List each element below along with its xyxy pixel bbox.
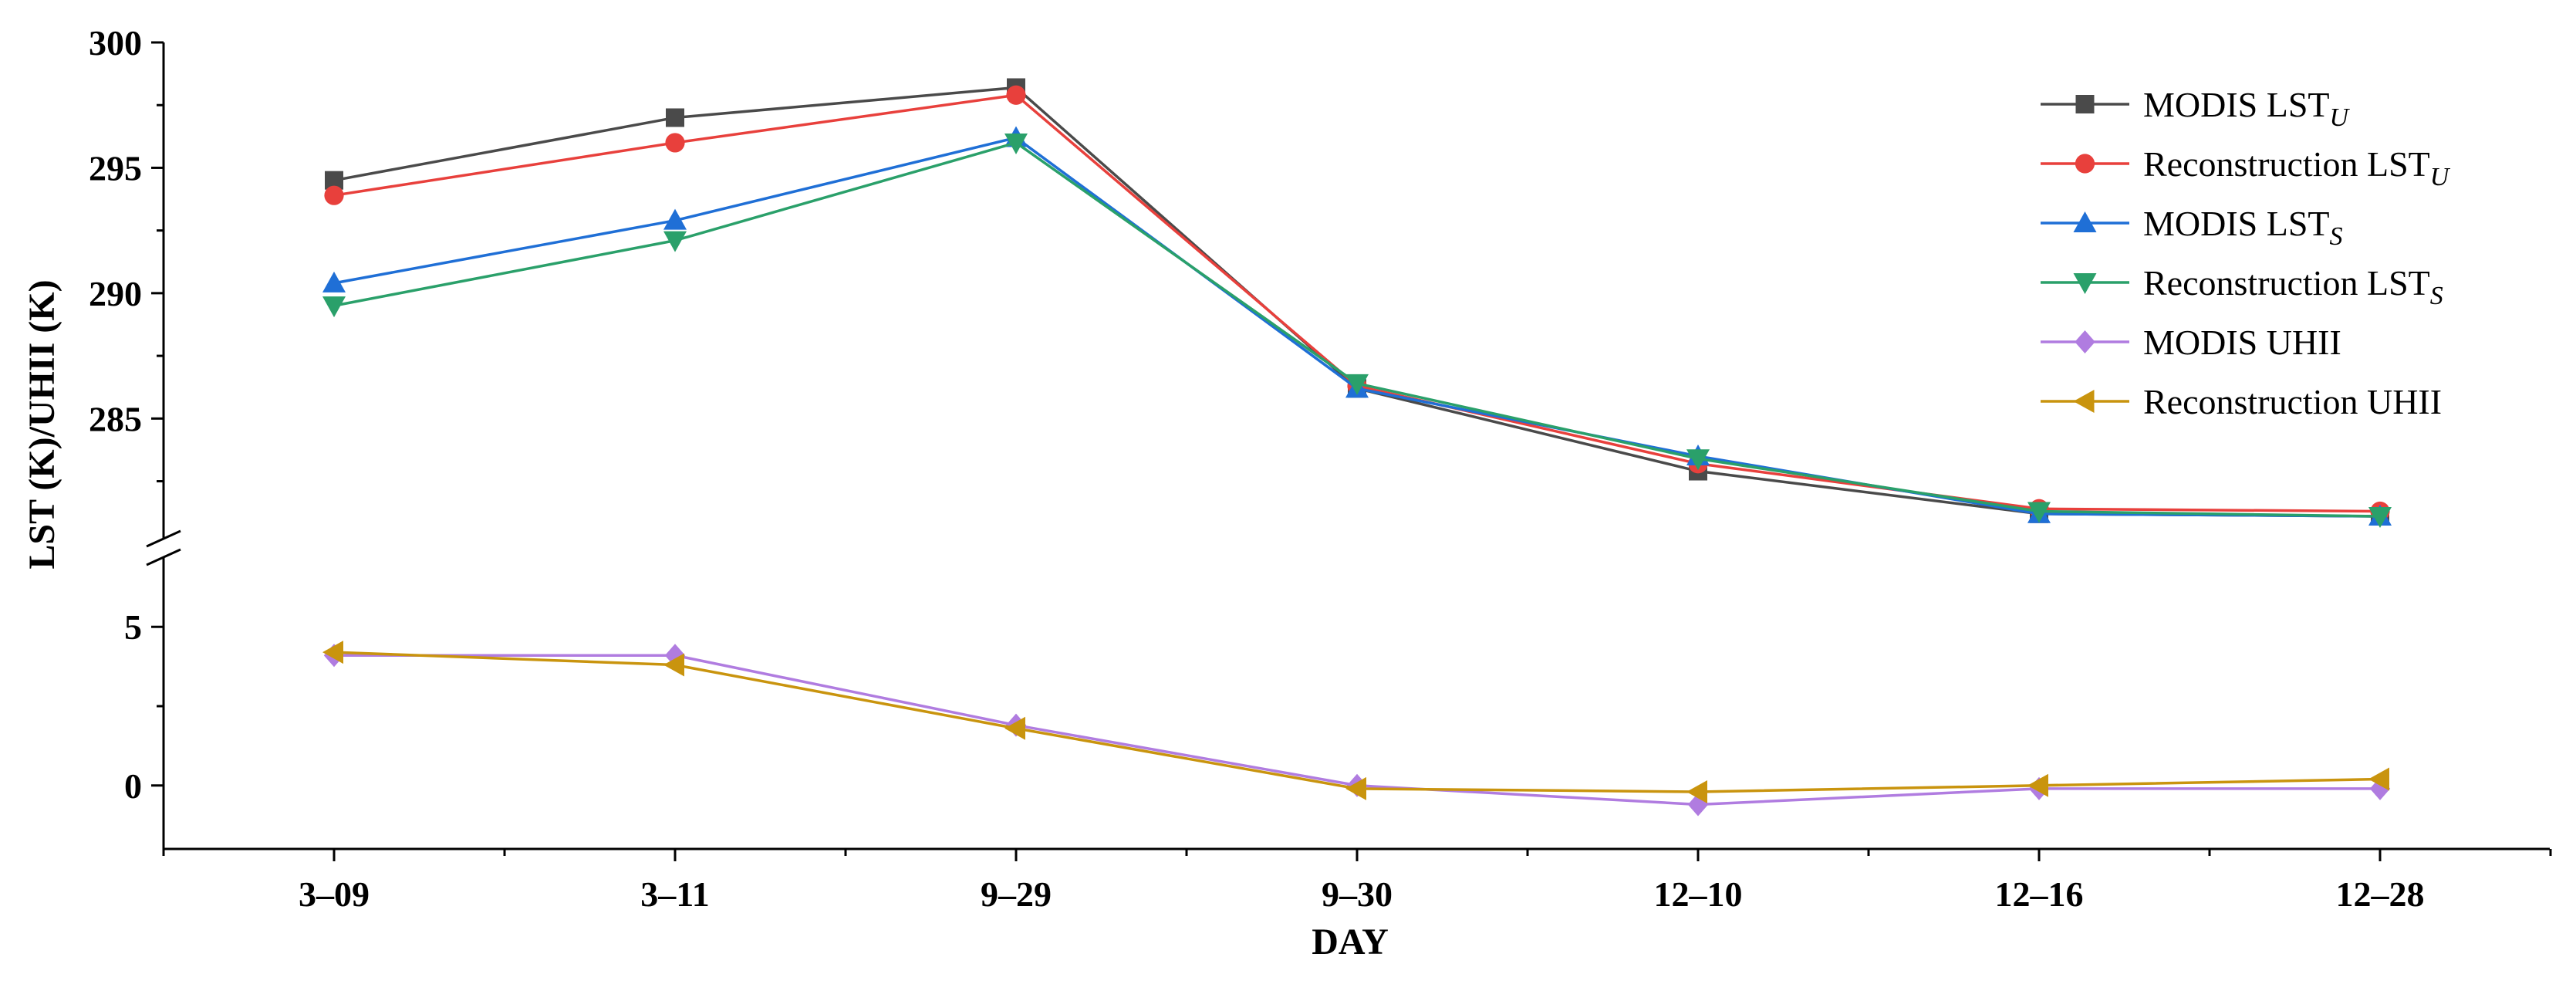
marker-triangle-left (2027, 773, 2048, 797)
marker-triangle-left (1686, 780, 1707, 803)
legend-entry: MODIS LSTS (2041, 204, 2343, 251)
series-1 (325, 78, 2389, 526)
y-tick-label: 285 (89, 399, 142, 438)
legend-entry: Reconstruction LSTS (2041, 263, 2443, 310)
marker-square (2075, 95, 2095, 113)
legend-subscript: U (2430, 163, 2451, 191)
legend: MODIS LSTU Reconstruction LSTU MODIS LSTS R… (2041, 85, 2451, 421)
x-tick-label: 12–10 (1654, 874, 1743, 914)
series-line (333, 93, 2381, 513)
series-line (333, 651, 2381, 793)
marker-triangle-left (1004, 716, 1025, 740)
x-tick-label: 12–16 (1995, 874, 2084, 914)
marker-triangle-left (663, 653, 684, 677)
marker-circle (665, 133, 685, 153)
x-tick-label: 12–28 (2336, 874, 2425, 914)
marker-diamond (2075, 330, 2095, 353)
legend-label: Reconstruction LSTS (2143, 263, 2443, 310)
y-tick-label: 300 (89, 23, 142, 63)
marker-diamond (1687, 793, 1709, 817)
legend-subscript: U (2330, 103, 2351, 132)
marker-circle (2075, 154, 2095, 174)
marker-triangle-left (2073, 390, 2095, 413)
marker-triangle-down (663, 231, 687, 252)
y-axis-title: LST (K)/UHII (K) (22, 279, 62, 569)
marker-triangle-down (1686, 449, 1710, 471)
x-tick-label: 3–09 (299, 874, 370, 914)
marker-triangle-down (2368, 507, 2392, 529)
marker-triangle-up (322, 271, 346, 292)
marker-diamond (2369, 776, 2391, 800)
x-tick-label: 9–29 (981, 874, 1052, 914)
marker-triangle-down (1004, 133, 1028, 154)
marker-triangle-left (322, 641, 343, 664)
legend-entry: Reconstruction LSTU (2041, 144, 2451, 191)
legend-label: MODIS LSTS (2143, 204, 2343, 251)
legend-entry: Reconstruction UHII (2041, 382, 2442, 421)
legend-label: MODIS LSTU (2143, 85, 2351, 132)
marker-triangle-up (2073, 211, 2097, 232)
axis-break-mark (146, 529, 181, 548)
marker-triangle-left (2368, 767, 2389, 791)
legend-subscript: S (2330, 222, 2343, 251)
series-line (333, 86, 2381, 518)
series-line (333, 141, 2381, 518)
legend-subscript: S (2430, 282, 2443, 310)
axis-break-mark (146, 548, 181, 566)
marker-triangle-down (2073, 273, 2097, 294)
y-tick-label: 0 (124, 766, 142, 806)
legend-entry: MODIS UHII (2041, 323, 2341, 362)
marker-triangle-down (2027, 502, 2051, 523)
y-tick-label: 5 (124, 607, 142, 647)
series-group (322, 78, 2392, 817)
axes: 285 290 295 300 0 5 3–09 3–11 9–29 9–30 12–10 12–16… (89, 23, 2552, 914)
marker-circle (1006, 85, 1026, 105)
legend-entry: MODIS LSTU (2041, 85, 2351, 132)
x-axis-title: DAY (1312, 921, 1389, 962)
marker-triangle-up (663, 208, 687, 230)
legend-label: Reconstruction LSTU (2143, 144, 2451, 191)
marker-triangle-down (1345, 374, 1369, 395)
y-tick-label: 290 (89, 274, 142, 313)
series-2 (324, 85, 2390, 522)
series-line (333, 136, 2381, 518)
marker-triangle-down (322, 296, 346, 318)
marker-square (666, 108, 684, 127)
series-4 (322, 133, 2392, 529)
x-tick-label: 9–30 (1322, 874, 1393, 914)
legend-label: MODIS UHII (2143, 323, 2341, 362)
series-6 (322, 641, 2389, 803)
y-tick-label: 295 (89, 148, 142, 188)
series-3 (322, 126, 2392, 526)
legend-label: Reconstruction UHII (2143, 382, 2442, 421)
marker-triangle-left (1345, 776, 1366, 800)
x-tick-label: 3–11 (640, 874, 709, 914)
marker-circle (324, 185, 344, 205)
